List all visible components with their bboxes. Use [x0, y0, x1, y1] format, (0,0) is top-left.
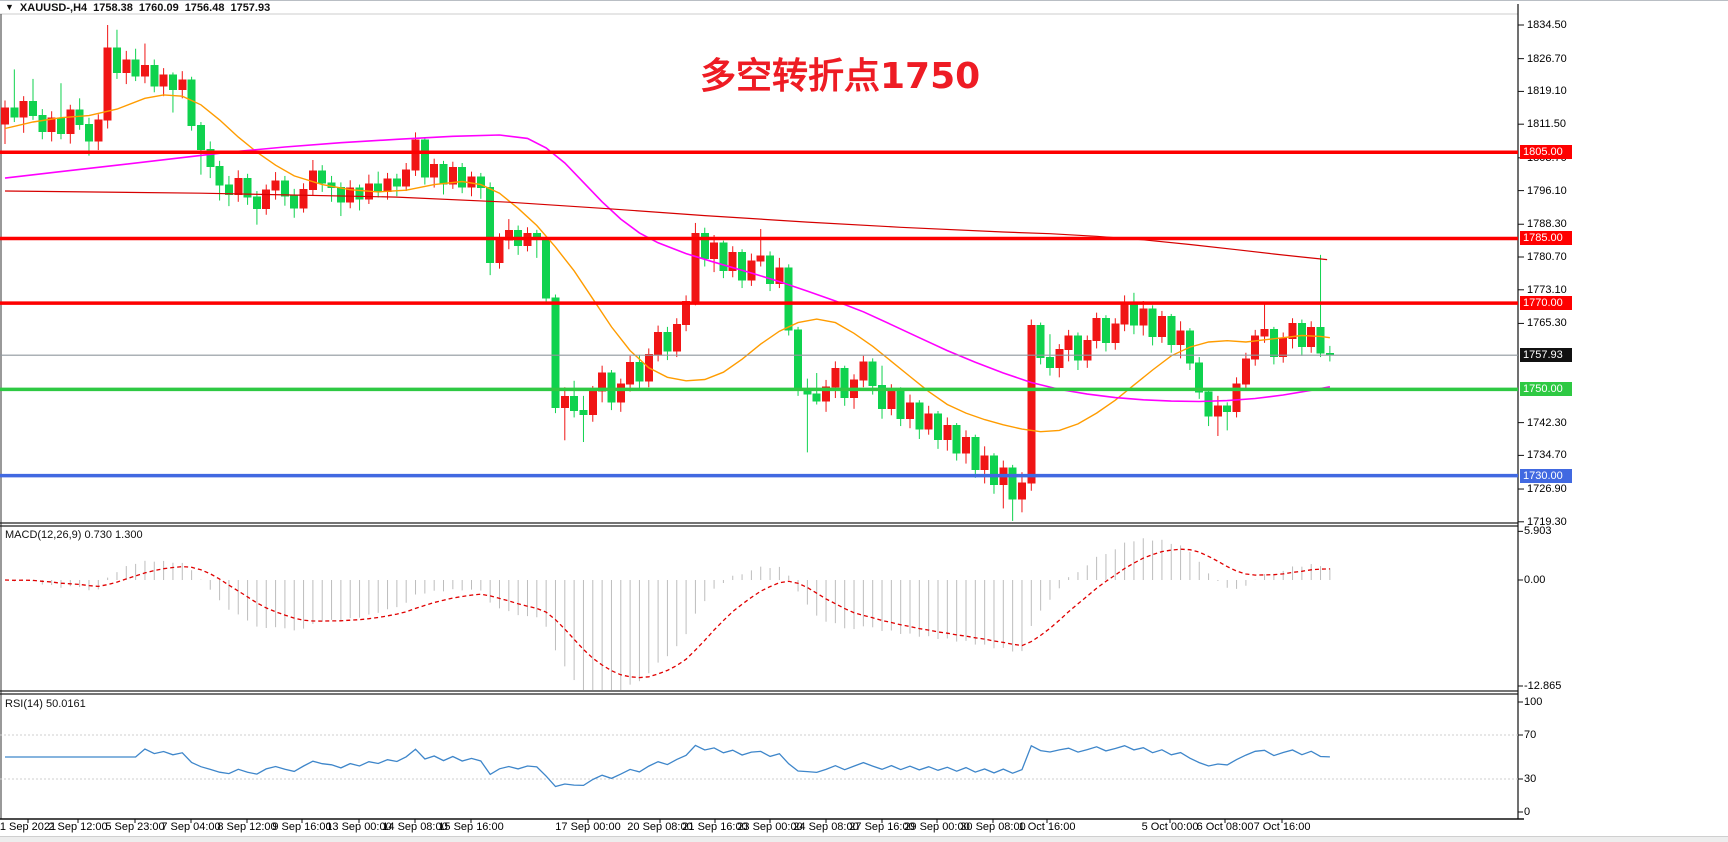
price-tick-label: 1788.30	[1527, 218, 1567, 231]
price-tick-label: 1796.10	[1527, 184, 1567, 197]
date-label: 13 Sep 00:00	[326, 821, 392, 833]
price-tick-label: 1726.90	[1527, 483, 1567, 496]
date-label: 27 Sep 16:00	[849, 821, 915, 833]
price-tick-label: 1834.50	[1527, 19, 1567, 31]
date-label: 14 Sep 08:00	[382, 821, 448, 833]
price-tick-label: 1734.70	[1527, 449, 1567, 462]
rsi-axis-label: 30	[1524, 773, 1537, 785]
price-level-chip: 1750.00	[1520, 382, 1572, 397]
date-label: 1 Sep 2021	[0, 821, 57, 833]
price-level-chip: 1730.00	[1520, 468, 1572, 483]
date-label: 9 Sep 16:00	[272, 821, 332, 833]
price-tick-label: 1780.70	[1527, 251, 1567, 263]
date-label: 5 Oct 00:00	[1141, 821, 1199, 833]
macd-layer	[4, 538, 1331, 690]
chart-annotation-text: 多空转折点1750	[700, 56, 981, 97]
macd-indicator-label: MACD(12,26,9) 0.730 1.300	[5, 529, 143, 541]
rsi-axis-label: 70	[1524, 729, 1537, 741]
rsi-axis-label: 100	[1524, 696, 1543, 708]
date-label: 7 Oct 16:00	[1253, 821, 1311, 833]
price-level-chip: 1785.00	[1520, 231, 1572, 246]
ohlc-low-value: 1756.48	[184, 1, 225, 14]
ohlc-high-value: 1760.09	[138, 1, 179, 14]
price-tick-label: 1773.10	[1527, 283, 1567, 296]
macd-axis-label: 5.903	[1524, 525, 1552, 538]
rsi-indicator-label: RSI(14) 50.0161	[5, 698, 86, 710]
ma-trend-red	[4, 190, 1328, 261]
window-top-edge	[0, 0, 1728, 1]
chart-header: ▼ XAUUSD-,H4 1758.38 1760.09 1756.48 175…	[5, 1, 270, 14]
current-price-chip: 1757.93	[1520, 348, 1572, 363]
date-label: 20 Sep 08:00	[627, 821, 693, 833]
symbol-timeframe-label: XAUUSD-,H4	[19, 1, 88, 14]
date-label: 24 Sep 08:00	[793, 821, 859, 833]
price-tick-label: 1719.30	[1527, 515, 1567, 528]
price-tick-label: 1819.10	[1527, 85, 1567, 98]
date-label: 23 Sep 00:00	[737, 821, 803, 833]
date-label: 21 Sep 16:00	[682, 821, 748, 833]
date-label: 2 Sep 12:00	[48, 821, 108, 833]
price-level-chip: 1770.00	[1520, 296, 1572, 311]
macd-signal-line	[4, 548, 1330, 679]
price-tick-label: 1811.50	[1527, 118, 1566, 131]
date-label: 30 Sep 08:00	[960, 821, 1026, 833]
date-label: 8 Sep 12:00	[217, 821, 277, 833]
candles-layer	[1, 25, 1334, 521]
window-bottom-strip	[0, 836, 1728, 842]
macd-axis-label: 0.00	[1524, 574, 1546, 586]
price-tick-label: 1765.30	[1527, 317, 1567, 330]
price-tick-label: 1826.70	[1527, 52, 1567, 65]
macd-axis-label: -12.865	[1524, 680, 1562, 692]
ma-slow-magenta	[4, 134, 1331, 403]
date-label: 6 Oct 08:00	[1196, 821, 1254, 833]
date-label: 29 Sep 00:00	[904, 821, 970, 833]
rsi-axis-label: 0	[1524, 806, 1531, 818]
date-label: 17 Sep 00:00	[555, 821, 621, 833]
date-label: 15 Sep 16:00	[438, 821, 504, 833]
rsi-layer	[0, 734, 1518, 788]
date-label: 1 Oct 16:00	[1018, 821, 1076, 833]
rsi-line	[5, 744, 1330, 788]
date-label: 5 Sep 23:00	[105, 821, 165, 833]
ohlc-close-value: 1757.93	[230, 1, 271, 14]
price-level-chip: 1805.00	[1520, 145, 1572, 160]
ohlc-open-value: 1758.38	[93, 1, 133, 14]
price-tick-label: 1742.30	[1527, 416, 1567, 429]
symbol-dropdown-icon[interactable]: ▼	[5, 1, 14, 12]
date-label: 7 Sep 04:00	[161, 821, 221, 833]
